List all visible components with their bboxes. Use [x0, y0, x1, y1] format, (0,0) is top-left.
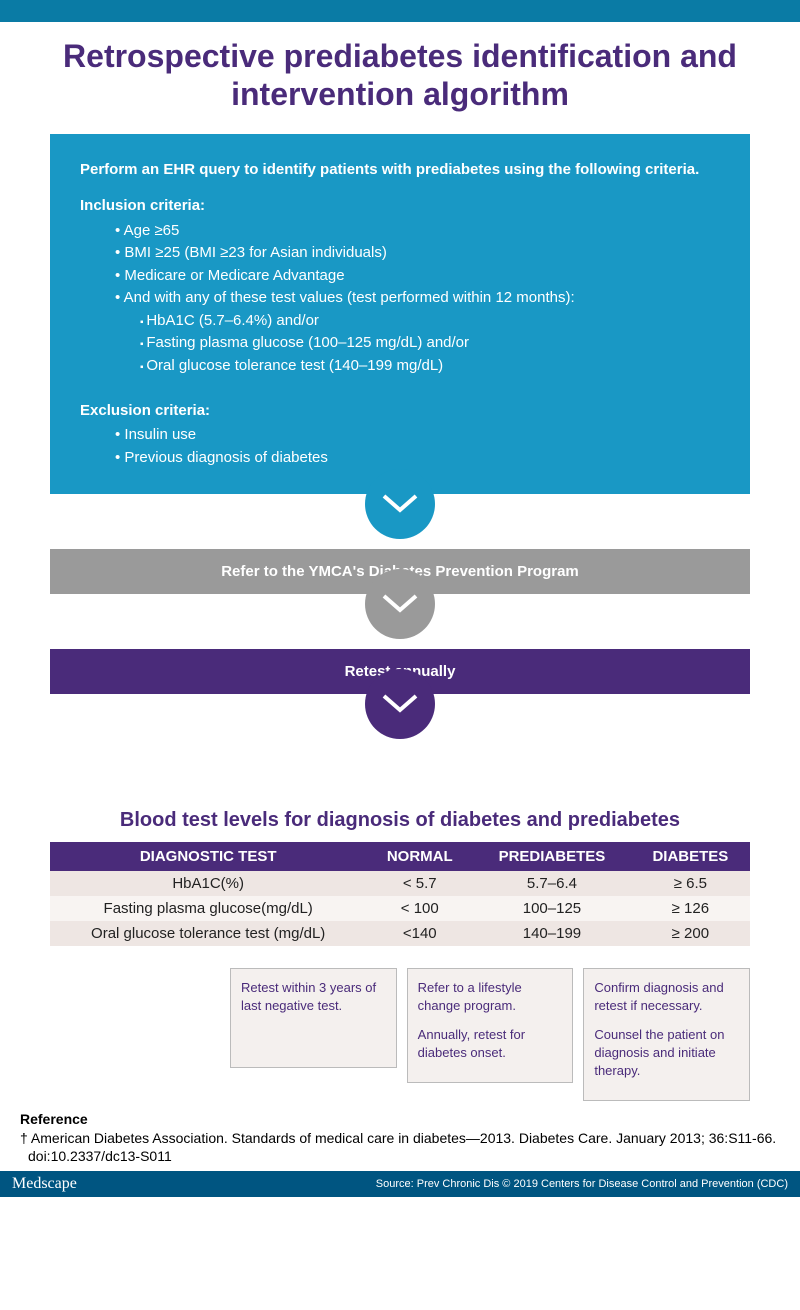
step1-intro: Perform an EHR query to identify patient…: [80, 159, 720, 182]
table-cell: < 5.7: [366, 871, 473, 896]
callout-text: Annually, retest for diabetes onset.: [418, 1026, 563, 1062]
flowchart-content: Perform an EHR query to identify patient…: [0, 134, 800, 1101]
callout-prediabetes: Refer to a lifestyle change program. Ann…: [407, 954, 574, 1101]
reference-section: Reference † American Diabetes Associatio…: [0, 1101, 800, 1170]
callout-box: Retest within 3 years of last negative t…: [230, 968, 397, 1068]
table-cell: 100–125: [473, 896, 631, 921]
table-cell: 140–199: [473, 921, 631, 946]
inclusion-list: Age ≥65 BMI ≥25 (BMI ≥23 for Asian indiv…: [80, 220, 720, 310]
inclusion-item: BMI ≥25 (BMI ≥23 for Asian individuals): [115, 242, 720, 265]
callout-normal: Retest within 3 years of last negative t…: [230, 954, 397, 1101]
col-header: NORMAL: [366, 842, 473, 871]
inclusion-sub-item: Oral glucose tolerance test (140–199 mg/…: [140, 355, 720, 378]
table-cell: Oral glucose tolerance test (mg/dL): [50, 921, 366, 946]
table-row: Fasting plasma glucose(mg/dL) < 100 100–…: [50, 896, 750, 921]
chevron-down-icon: [380, 692, 420, 716]
callout-text: Refer to a lifestyle change program.: [418, 979, 563, 1015]
exclusion-item: Previous diagnosis of diabetes: [115, 447, 720, 470]
exclusion-label: Exclusion criteria:: [80, 400, 720, 423]
chevron-circle: [365, 569, 435, 639]
page-title: Retrospective prediabetes identification…: [0, 22, 800, 134]
table-cell: <140: [366, 921, 473, 946]
table-cell: ≥ 6.5: [631, 871, 750, 896]
reference-citation: † American Diabetes Association. Standar…: [20, 1129, 780, 1165]
table-cell: HbA1C(%): [50, 871, 366, 896]
chevron-circle: [365, 669, 435, 739]
footer-logo: Medscape: [12, 1175, 77, 1193]
callout-diabetes: Confirm diagnosis and retest if necessar…: [583, 954, 750, 1101]
chevron-connector: [50, 589, 750, 649]
table-cell: < 100: [366, 896, 473, 921]
exclusion-item: Insulin use: [115, 424, 720, 447]
col-header: PREDIABETES: [473, 842, 631, 871]
callout-text: Retest within 3 years of last negative t…: [241, 979, 386, 1015]
top-bar: [0, 0, 800, 22]
table-header-row: DIAGNOSTIC TEST NORMAL PREDIABETES DIABE…: [50, 842, 750, 871]
table-row: HbA1C(%) < 5.7 5.7–6.4 ≥ 6.5: [50, 871, 750, 896]
callouts-row: Retest within 3 years of last negative t…: [50, 954, 750, 1101]
chevron-connector: [50, 689, 750, 749]
callout-box: Confirm diagnosis and retest if necessar…: [583, 968, 750, 1101]
col-header: DIABETES: [631, 842, 750, 871]
inclusion-label: Inclusion criteria:: [80, 195, 720, 218]
footer-source: Source: Prev Chronic Dis © 2019 Centers …: [376, 1178, 788, 1190]
inclusion-item: And with any of these test values (test …: [115, 287, 720, 310]
footer-bar: Medscape Source: Prev Chronic Dis © 2019…: [0, 1171, 800, 1197]
table-cell: 5.7–6.4: [473, 871, 631, 896]
chevron-circle: [365, 469, 435, 539]
callout-text: Confirm diagnosis and retest if necessar…: [594, 979, 739, 1015]
table-title: Blood test levels for diagnosis of diabe…: [50, 809, 750, 832]
callout-text: Counsel the patient on diagnosis and ini…: [594, 1026, 739, 1081]
table-row: Oral glucose tolerance test (mg/dL) <140…: [50, 921, 750, 946]
chevron-down-icon: [380, 492, 420, 516]
inclusion-sublist: HbA1C (5.7–6.4%) and/or Fasting plasma g…: [80, 310, 720, 378]
diagnosis-table: DIAGNOSTIC TEST NORMAL PREDIABETES DIABE…: [50, 842, 750, 946]
inclusion-sub-item: Fasting plasma glucose (100–125 mg/dL) a…: [140, 332, 720, 355]
table-cell: ≥ 200: [631, 921, 750, 946]
inclusion-sub-item: HbA1C (5.7–6.4%) and/or: [140, 310, 720, 333]
chevron-down-icon: [380, 592, 420, 616]
step1-criteria-box: Perform an EHR query to identify patient…: [50, 134, 750, 495]
reference-header: Reference: [20, 1111, 780, 1127]
inclusion-item: Medicare or Medicare Advantage: [115, 265, 720, 288]
table-cell: Fasting plasma glucose(mg/dL): [50, 896, 366, 921]
inclusion-item: Age ≥65: [115, 220, 720, 243]
chevron-connector: [50, 489, 750, 549]
table-cell: ≥ 126: [631, 896, 750, 921]
col-header: DIAGNOSTIC TEST: [50, 842, 366, 871]
exclusion-list: Insulin use Previous diagnosis of diabet…: [80, 424, 720, 469]
callout-box: Refer to a lifestyle change program. Ann…: [407, 968, 574, 1083]
